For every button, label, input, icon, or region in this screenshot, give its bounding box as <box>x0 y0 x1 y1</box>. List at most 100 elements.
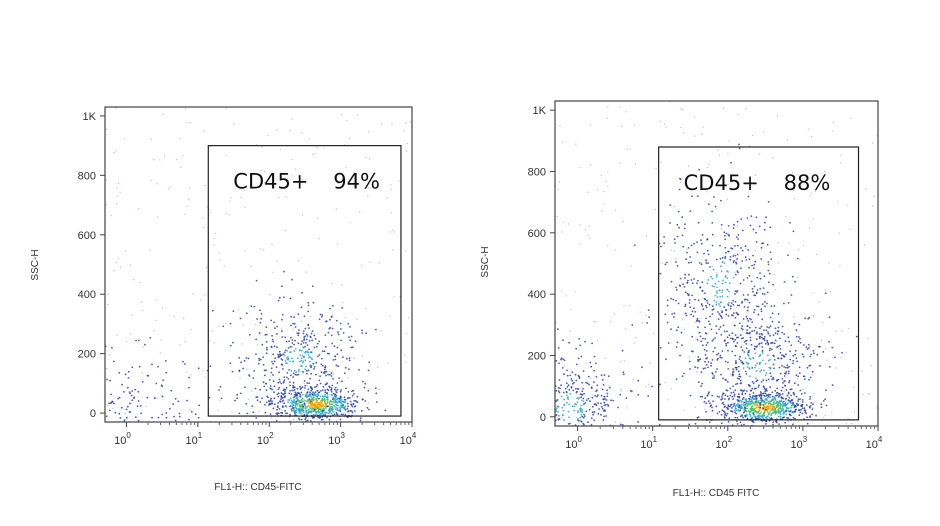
event-dot <box>734 273 737 276</box>
event-dot <box>767 332 770 335</box>
event-dot <box>741 249 744 252</box>
event-dot <box>330 316 333 318</box>
event-dot <box>374 387 377 390</box>
event-dot <box>785 371 788 373</box>
event-dot <box>487 381 489 383</box>
event-dot <box>731 374 734 377</box>
event-dot <box>116 187 118 189</box>
event-dot <box>739 379 742 382</box>
event-dot <box>291 158 293 161</box>
event-dot <box>721 317 723 319</box>
event-dot <box>323 372 326 374</box>
event-dot <box>537 463 539 465</box>
event-dot <box>281 359 284 361</box>
event-dot <box>825 389 827 392</box>
event-dot <box>533 415 535 417</box>
event-dot <box>324 370 326 373</box>
event-dot <box>594 403 597 405</box>
event-dot <box>331 403 333 406</box>
event-dot <box>754 416 757 419</box>
event-dot <box>808 378 810 381</box>
event-dot <box>389 231 392 233</box>
event-dot <box>758 400 760 402</box>
event-dot <box>698 331 701 334</box>
event-dot <box>570 460 572 462</box>
event-dot <box>622 373 625 376</box>
event-dot <box>157 365 159 368</box>
event-dot <box>753 285 756 288</box>
event-dot <box>762 407 764 409</box>
event-dot <box>247 357 250 360</box>
event-dot <box>593 369 595 372</box>
x-tick-label: 103 <box>791 435 808 451</box>
event-dot <box>783 416 785 419</box>
event-dot <box>254 387 257 390</box>
event-dot <box>760 411 763 413</box>
event-dot <box>632 379 635 381</box>
event-dot <box>820 403 823 406</box>
event-dot <box>706 282 709 285</box>
event-dot <box>841 330 843 332</box>
event-dot <box>123 138 126 140</box>
event-dot <box>120 266 122 269</box>
event-dot <box>544 367 546 369</box>
event-dot <box>777 402 780 404</box>
event-dot <box>286 356 288 359</box>
event-dot <box>621 349 624 352</box>
event-dot <box>265 369 267 372</box>
event-dot <box>261 146 263 148</box>
event-dot <box>260 312 263 315</box>
event-dot <box>737 238 739 240</box>
event-dot <box>550 409 552 411</box>
event-dot <box>238 370 241 373</box>
event-dot <box>335 391 338 394</box>
event-dot <box>562 141 564 144</box>
event-dot <box>297 313 300 316</box>
event-dot <box>326 416 328 419</box>
event-dot <box>845 351 847 354</box>
event-dot <box>368 361 371 364</box>
event-dot <box>559 434 561 436</box>
event-dot <box>723 411 726 414</box>
event-dot <box>625 397 628 399</box>
event-dot <box>353 399 356 402</box>
event-dot <box>285 412 287 415</box>
event-dot <box>715 258 718 261</box>
event-dot <box>730 407 733 409</box>
event-dot <box>699 286 702 289</box>
event-dot <box>583 449 585 451</box>
event-dot <box>204 376 206 378</box>
event-dot <box>339 406 341 409</box>
event-dot <box>732 405 734 408</box>
event-dot <box>306 396 308 398</box>
event-dot <box>307 369 310 372</box>
event-dot <box>734 354 737 357</box>
event-dot <box>758 337 761 340</box>
event-dot <box>360 265 363 267</box>
event-dot <box>604 357 606 359</box>
event-dot <box>769 405 772 407</box>
event-dot <box>344 316 347 319</box>
event-dot <box>251 405 254 407</box>
event-dot <box>734 416 737 419</box>
gate-cd45 <box>207 145 402 417</box>
event-dot <box>339 328 342 330</box>
event-dot <box>773 359 776 361</box>
x-tick-label: 104 <box>400 431 417 447</box>
event-dot <box>766 415 768 418</box>
event-dot <box>292 389 294 392</box>
event-dot <box>312 391 314 394</box>
event-dot <box>146 432 148 434</box>
event-dot <box>579 409 582 412</box>
event-dot <box>853 386 855 388</box>
event-dot <box>130 333 132 335</box>
event-dot <box>709 315 711 318</box>
event-dot <box>335 390 337 392</box>
event-dot <box>770 408 773 410</box>
event-dot <box>721 396 723 398</box>
event-dot <box>721 394 724 396</box>
event-dot <box>579 166 581 169</box>
event-dot <box>323 411 326 414</box>
event-dot <box>783 391 785 393</box>
